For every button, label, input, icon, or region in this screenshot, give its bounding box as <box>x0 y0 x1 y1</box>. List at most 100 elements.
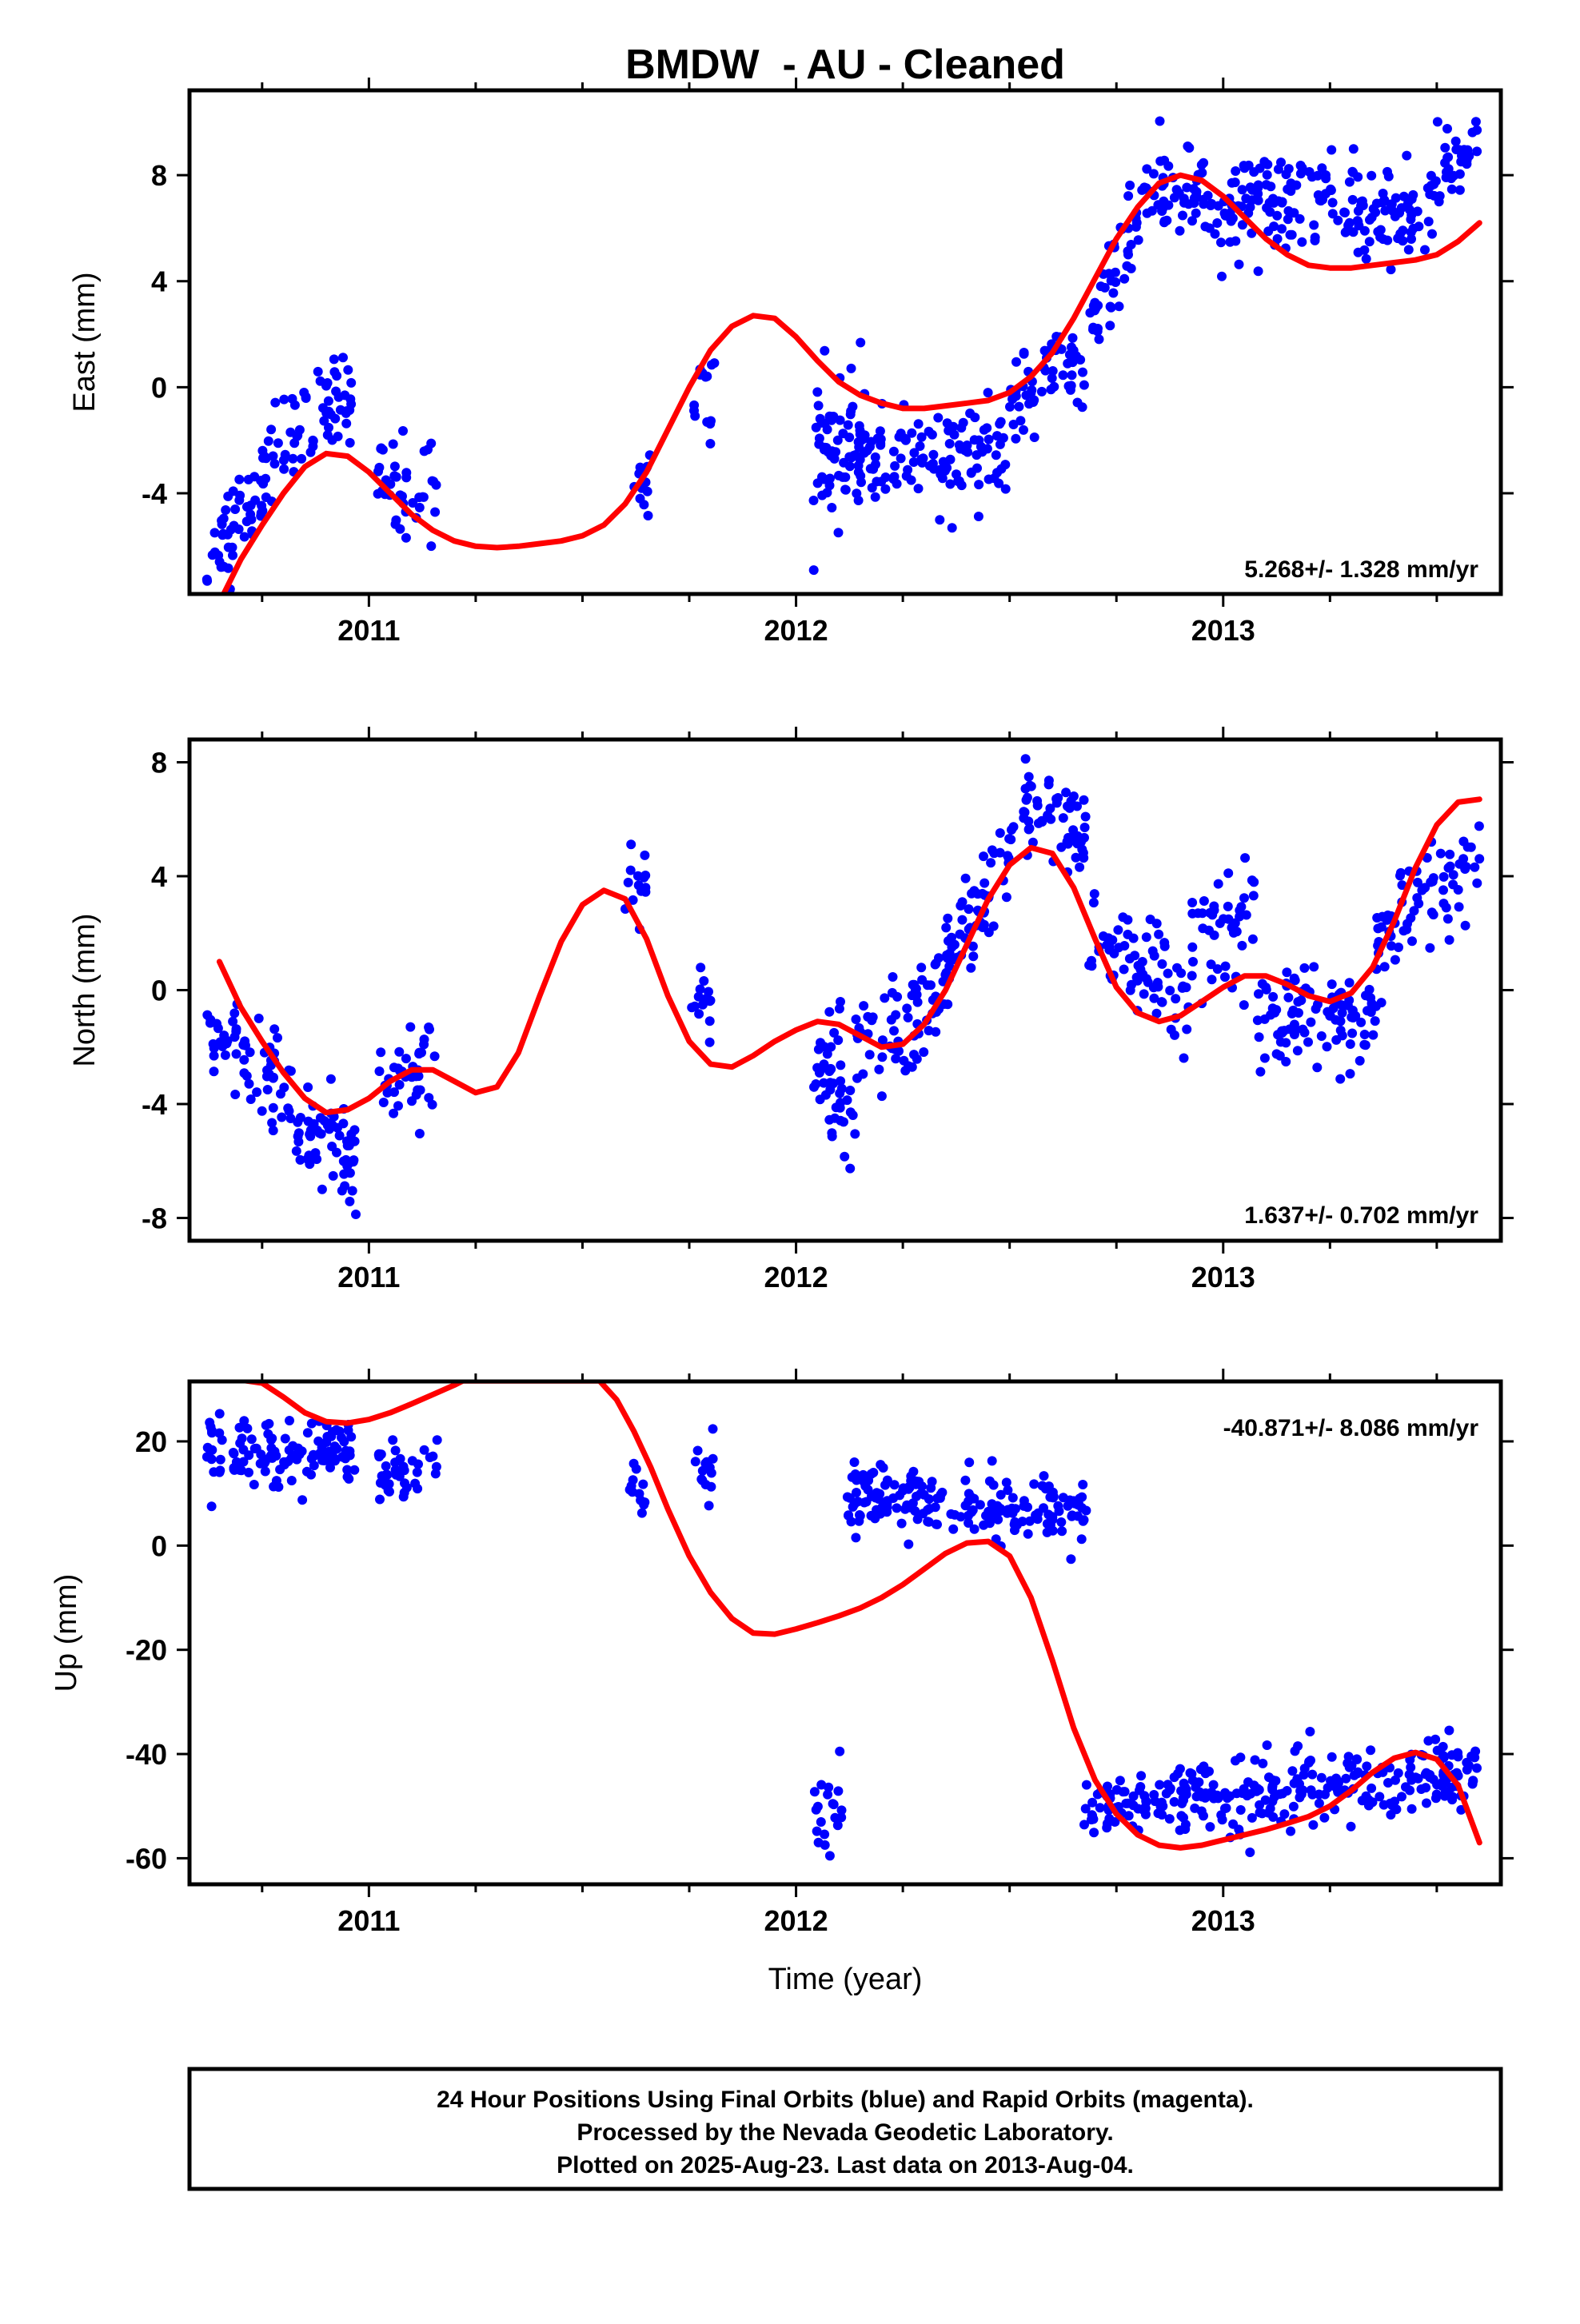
data-point <box>960 873 971 883</box>
data-point <box>1128 1791 1139 1801</box>
data-point <box>1123 1798 1133 1808</box>
data-point <box>1327 197 1338 208</box>
data-point <box>1268 991 1279 1002</box>
data-point <box>249 472 260 482</box>
data-point <box>1231 927 1242 937</box>
data-point <box>979 919 989 930</box>
data-point <box>202 606 212 616</box>
data-point <box>1372 913 1382 923</box>
data-point <box>859 1001 869 1011</box>
data-point <box>238 1040 249 1050</box>
data-point <box>1438 1751 1449 1761</box>
data-point <box>393 1101 403 1111</box>
data-point <box>249 1444 260 1453</box>
data-point <box>1118 1787 1128 1797</box>
data-point <box>1071 852 1081 863</box>
data-point <box>262 1085 273 1094</box>
data-point <box>1220 961 1231 971</box>
data-point <box>1346 1821 1356 1832</box>
data-point <box>338 353 348 363</box>
series-points <box>201 1409 1482 1861</box>
y-tick-label: 4 <box>151 265 167 298</box>
data-point <box>1296 995 1307 1006</box>
data-point <box>840 484 851 495</box>
data-point <box>836 1805 847 1816</box>
data-point <box>1454 169 1465 179</box>
data-point <box>1111 277 1121 287</box>
data-point <box>228 1016 238 1026</box>
data-point <box>1409 906 1419 916</box>
data-point <box>640 871 651 880</box>
data-point <box>1073 1511 1083 1521</box>
data-point <box>1423 217 1434 227</box>
data-point <box>393 1063 403 1074</box>
data-point <box>1184 143 1195 153</box>
data-point <box>628 895 638 905</box>
data-point <box>880 472 891 482</box>
data-point <box>1230 177 1240 188</box>
data-point <box>1460 920 1470 931</box>
data-point <box>1024 1516 1035 1526</box>
data-point <box>388 439 398 449</box>
data-point <box>944 439 955 448</box>
data-point <box>1466 1751 1477 1761</box>
data-point <box>1056 1517 1067 1527</box>
data-point <box>863 1485 873 1495</box>
data-point <box>993 1514 1003 1525</box>
data-point <box>702 371 712 381</box>
data-point <box>689 1001 700 1011</box>
data-point <box>1295 1786 1306 1796</box>
data-point <box>1448 870 1458 880</box>
data-point <box>827 446 837 456</box>
data-point <box>1095 1803 1105 1813</box>
data-point <box>1115 1776 1125 1786</box>
data-point <box>1047 366 1058 376</box>
series-points <box>201 116 1482 616</box>
data-point <box>1212 218 1223 228</box>
data-point <box>1019 1496 1029 1506</box>
data-point <box>936 1489 946 1500</box>
data-point <box>913 484 924 494</box>
y-tick-label: 8 <box>151 159 167 192</box>
data-point <box>991 1534 1001 1545</box>
data-point <box>969 1524 980 1534</box>
data-point <box>314 1128 325 1138</box>
data-point <box>899 1055 909 1066</box>
data-point <box>1039 345 1050 356</box>
data-point <box>811 1079 821 1089</box>
data-point <box>1333 215 1343 225</box>
data-point <box>994 478 1004 488</box>
data-point <box>946 1509 956 1519</box>
data-point <box>1008 420 1019 429</box>
data-point <box>260 1466 270 1477</box>
data-point <box>1070 1498 1080 1509</box>
data-point <box>1068 354 1079 365</box>
data-point <box>1387 1800 1398 1811</box>
data-point <box>345 1168 355 1178</box>
data-point <box>1253 266 1263 277</box>
data-point <box>345 1196 355 1206</box>
data-point <box>229 1449 239 1459</box>
data-point <box>1029 1479 1039 1489</box>
data-point <box>241 1070 252 1081</box>
data-point <box>1164 1814 1175 1824</box>
data-point <box>870 452 880 462</box>
data-point <box>828 1799 838 1809</box>
data-point <box>967 1507 977 1517</box>
fit-line <box>221 172 1482 594</box>
data-point <box>268 1126 278 1136</box>
data-point <box>813 401 824 411</box>
data-point <box>956 423 967 433</box>
data-point <box>230 504 241 514</box>
data-point <box>812 1826 822 1836</box>
data-point <box>1250 1755 1260 1765</box>
panel-3: 2011 2012 2013 20 0 -20 -40 -60 Up (mm) -40.871+/… <box>50 1369 1514 1937</box>
data-point <box>414 502 425 512</box>
data-point <box>253 1013 264 1023</box>
data-point <box>1199 896 1209 906</box>
data-point <box>851 1533 861 1543</box>
data-point <box>1318 194 1327 205</box>
data-point <box>1278 1788 1287 1799</box>
data-point <box>819 474 829 484</box>
data-point <box>250 495 261 505</box>
